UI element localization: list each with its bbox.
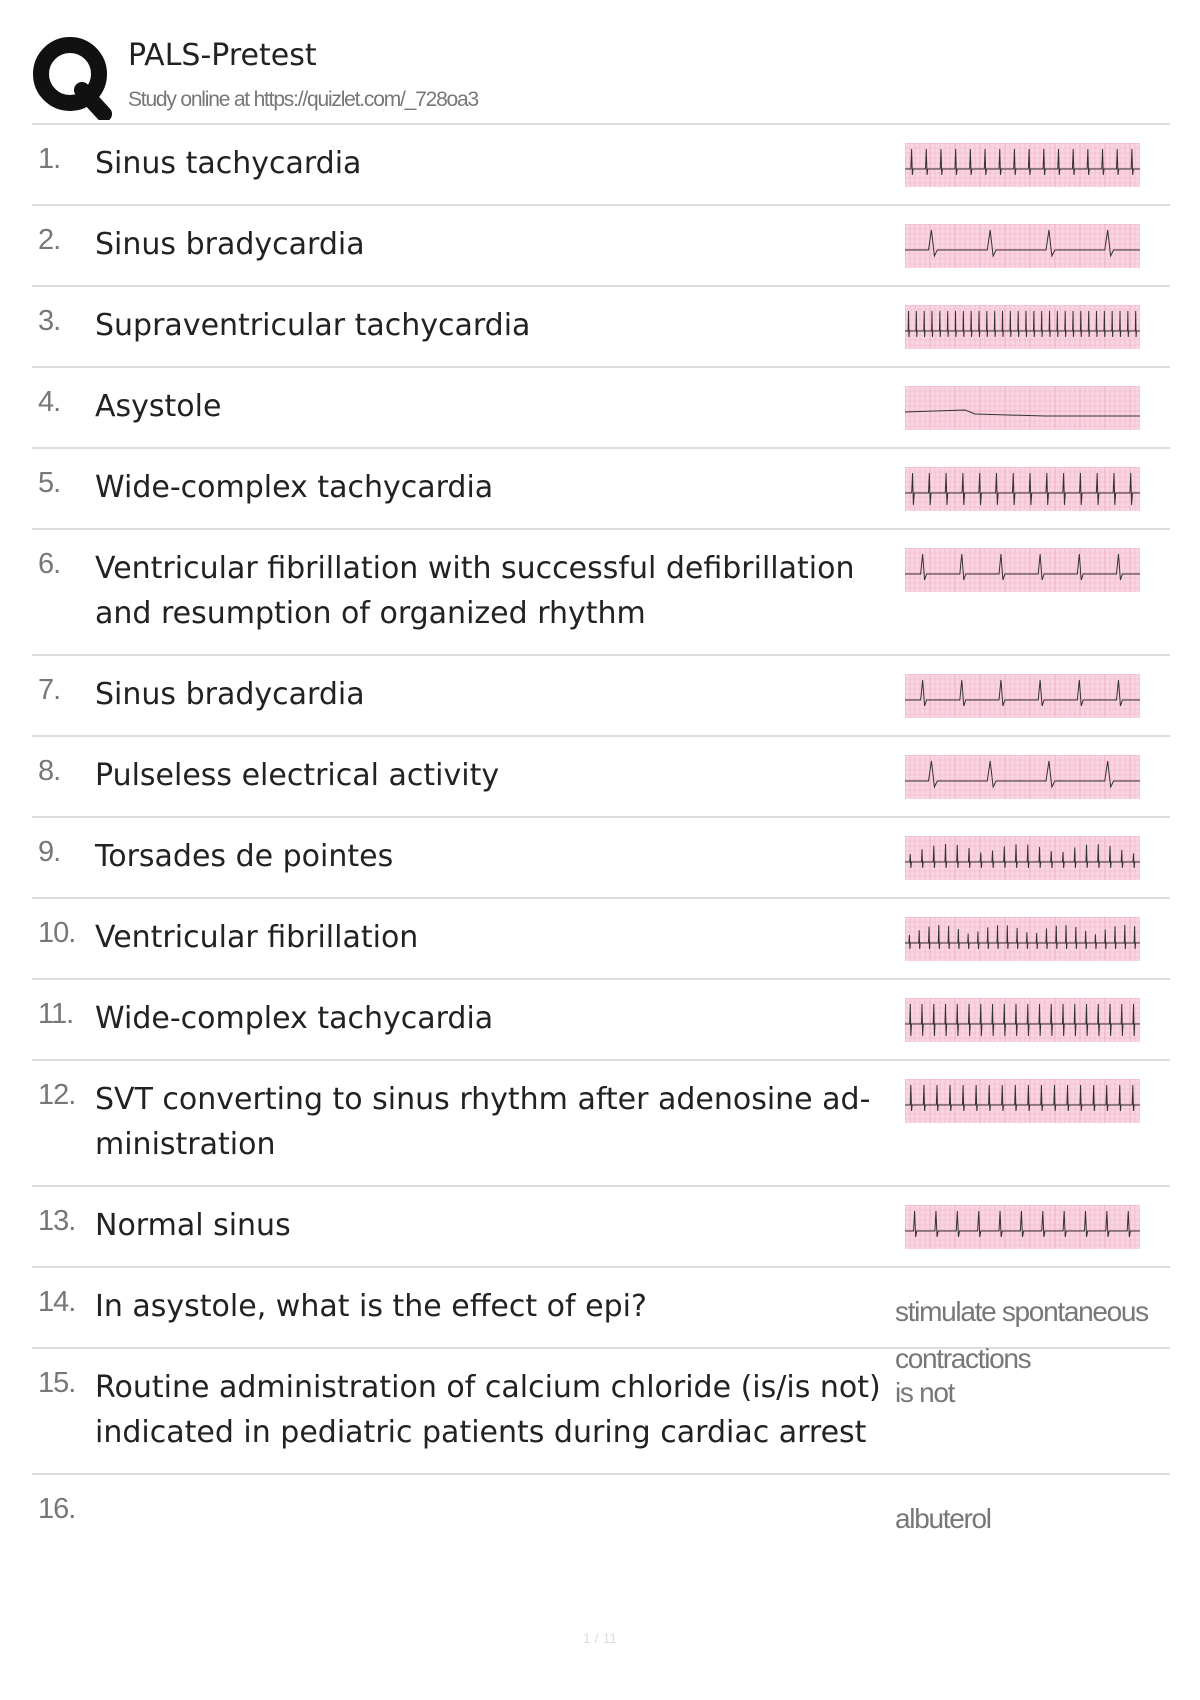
ecg-trace: [905, 229, 1140, 258]
logo: [33, 37, 112, 120]
item-row: 9. Torsades de pointes: [32, 818, 1170, 899]
subtitle: Study online at https://quizlet.com/_728…: [128, 88, 479, 111]
ecg-paper: [905, 755, 1140, 799]
item-number: 1.: [38, 143, 61, 175]
item-row: 4. Asystole: [32, 368, 1170, 449]
ecg-paper: [905, 1079, 1140, 1123]
ecg-paper: [905, 674, 1140, 718]
item-term: Pulseless electrical activity: [95, 758, 500, 793]
item-term: Sinus bradycardia: [95, 677, 365, 712]
ecg-trace: [905, 924, 1140, 950]
item-number: 13.: [38, 1205, 76, 1237]
ecg-trace: [905, 1003, 1140, 1037]
ecg-trace: [905, 679, 1140, 707]
ecg-strip: [905, 305, 1140, 349]
ecg-trace: [905, 760, 1140, 789]
ecg-trace: [905, 472, 1140, 506]
item-row: 16. albuterol: [32, 1475, 1170, 1554]
ecg-paper: [905, 305, 1140, 349]
item-term: Sinus bradycardia: [95, 227, 365, 262]
ecg-strip: [905, 467, 1140, 511]
ecg-strip: [905, 917, 1140, 961]
item-number: 7.: [38, 674, 61, 706]
page-number: 1 / 11: [583, 1630, 617, 1646]
ecg-paper: [905, 836, 1140, 880]
item-list: 1. Sinus tachycardia 2. Sinus bradycardia 3.…: [32, 125, 1170, 1554]
item-row: 11. Wide-complex tachycardia: [32, 980, 1170, 1061]
ecg-strip: [905, 755, 1140, 799]
ecg-trace: [905, 1084, 1140, 1112]
item-number: 16.: [38, 1493, 76, 1525]
item-term: Routine administration of calcium chlori…: [95, 1370, 881, 1450]
item-row: 2. Sinus bradycardia: [32, 206, 1170, 287]
ecg-paper: [905, 548, 1140, 592]
item-number: 6.: [38, 548, 61, 580]
item-term-blank: [95, 1491, 885, 1536]
item-term: Wide-complex tachycardia: [95, 470, 494, 505]
item-answer: is not: [895, 1377, 955, 1408]
item-term: Torsades de pointes: [95, 839, 394, 874]
item-row: 13. Normal sinus: [32, 1187, 1170, 1268]
item-answer: stimulate spontaneous contractions: [895, 1296, 1149, 1374]
item-number: 2.: [38, 224, 61, 256]
ecg-paper: [905, 467, 1140, 511]
ecg-paper: [905, 386, 1140, 430]
item-row: 15. Routine administration of calcium chl…: [32, 1349, 1170, 1475]
item-number: 4.: [38, 386, 61, 418]
item-row: 3. Supraventricular tachycardia: [32, 287, 1170, 368]
item-row: 10. Ventricular fibrillation: [32, 899, 1170, 980]
item-number: 15.: [38, 1367, 76, 1399]
item-row: 12. SVT converting to sinus rhythm after …: [32, 1061, 1170, 1187]
item-number: 8.: [38, 755, 61, 787]
item-term: Asystole: [95, 389, 222, 424]
item-term: Ventricular fibrillation with successful…: [95, 551, 855, 631]
ecg-trace: [905, 409, 1140, 417]
ecg-strip: [905, 1205, 1140, 1249]
item-row: 5. Wide-complex tachycardia: [32, 449, 1170, 530]
item-number: 14.: [38, 1286, 76, 1318]
item-term: Normal sinus: [95, 1208, 291, 1243]
item-term: Supraventricular tachycardia: [95, 308, 531, 343]
item-row: 7. Sinus bradycardia: [32, 656, 1170, 737]
ecg-strip: [905, 674, 1140, 718]
ecg-trace: [905, 553, 1140, 581]
item-term: Ventricular fibrillation: [95, 920, 419, 955]
item-number: 3.: [38, 305, 61, 337]
item-number: 9.: [38, 836, 61, 868]
item-term: SVT converting to sinus rhythm after ade…: [95, 1082, 871, 1162]
ecg-strip: [905, 836, 1140, 880]
ecg-paper: [905, 224, 1140, 268]
ecg-trace: [905, 310, 1140, 338]
item-term: Sinus tachycardia: [95, 146, 362, 181]
ecg-paper: [905, 917, 1140, 961]
item-term: Wide-complex tachycardia: [95, 1001, 494, 1036]
item-number: 12.: [38, 1079, 76, 1111]
item-number: 10.: [38, 917, 76, 949]
header: PALS-Pretest Study online at https://qui…: [32, 30, 1170, 125]
item-answer: albuterol: [895, 1503, 992, 1534]
item-row: 6. Ventricular fibrillation with successf…: [32, 530, 1170, 656]
item-row: 14. In asystole, what is the effect of ep…: [32, 1268, 1170, 1374]
ecg-strip: [905, 548, 1140, 592]
ecg-trace: [905, 1210, 1140, 1238]
ecg-strip: [905, 998, 1140, 1042]
title: PALS-Pretest: [128, 38, 317, 73]
item-row: 1. Sinus tachycardia: [32, 125, 1170, 206]
item-number: 5.: [38, 467, 61, 499]
ecg-strip: [905, 143, 1140, 187]
ecg-trace: [905, 148, 1140, 176]
ecg-strip: [905, 386, 1140, 430]
ecg-trace: [905, 844, 1140, 869]
ecg-paper: [905, 143, 1140, 187]
item-number: 11.: [38, 998, 74, 1030]
ecg-strip: [905, 224, 1140, 268]
item-term: In asystole, what is the effect of epi?: [95, 1289, 647, 1324]
item-row: 8. Pulseless electrical activity: [32, 737, 1170, 818]
ecg-strip: [905, 1079, 1140, 1123]
ecg-paper: [905, 998, 1140, 1042]
